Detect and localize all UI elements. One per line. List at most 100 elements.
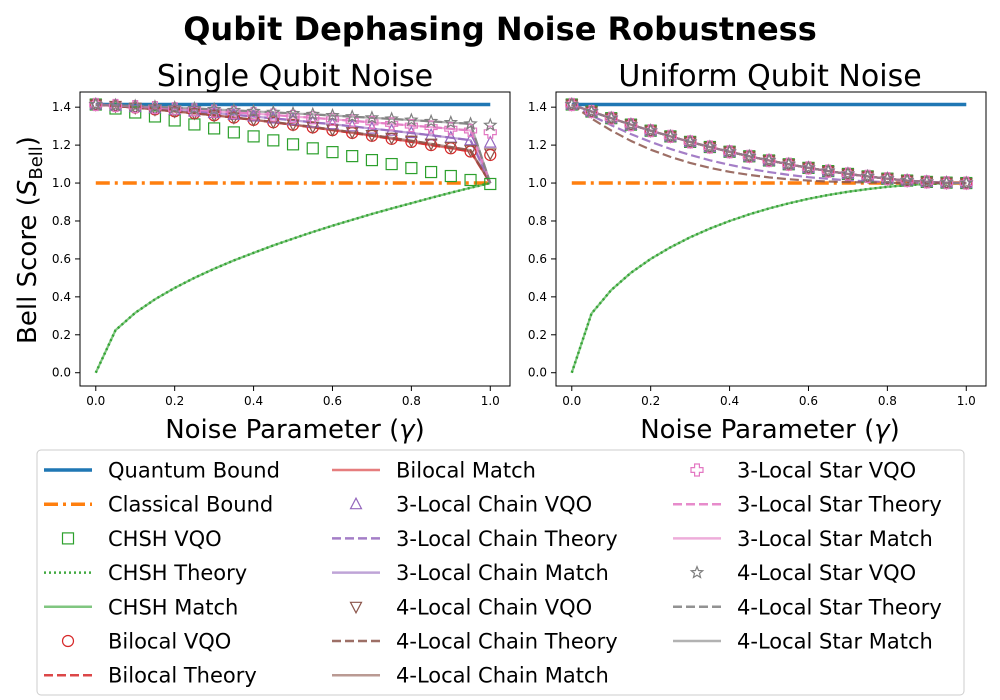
data-point (306, 121, 320, 135)
data-point (920, 174, 934, 188)
y-tick-label: 0.4 (528, 290, 547, 304)
x-tick-label: 0.0 (562, 394, 581, 408)
data-point (267, 134, 280, 147)
data-point (127, 98, 143, 113)
legend-label: 3-Local Chain Theory (396, 527, 618, 551)
data-point (423, 113, 439, 128)
legend-item: Classical Bound (44, 493, 273, 517)
data-point (227, 105, 241, 119)
y-axis-label-text: Bell Score ( (13, 196, 43, 344)
data-point (364, 110, 380, 124)
data-point (585, 104, 598, 117)
data-point (247, 130, 260, 143)
data-point (782, 156, 796, 170)
x-tick-label: 0.6 (799, 394, 818, 408)
data-point (404, 125, 418, 139)
legend-item: Bilocal Match (332, 459, 536, 483)
data-point (644, 123, 658, 136)
legend-item: Bilocal Theory (44, 664, 257, 688)
series-markers-4-local-chain-vqo (565, 99, 973, 191)
y-tick-label: 0.4 (52, 290, 71, 304)
data-point (565, 97, 579, 110)
legend-label: Bilocal Match (396, 459, 536, 483)
series-line-chsh-match (94, 181, 491, 374)
data-point (464, 132, 478, 146)
data-point (285, 105, 301, 120)
data-point (148, 110, 162, 123)
legend-item: 3-Local Chain Match (332, 561, 609, 585)
figure-title: Qubit Dephasing Noise Robustness (183, 10, 817, 48)
y-tick-label: 1.2 (52, 138, 71, 152)
data-point (404, 112, 419, 127)
data-point (623, 116, 639, 131)
data-point (483, 135, 497, 148)
y-axis-label-subscript: Bell (26, 146, 47, 179)
data-point (443, 114, 459, 129)
data-point (208, 122, 221, 135)
data-point (129, 106, 142, 119)
data-point (247, 114, 261, 127)
x-axis-label-symbol: γ (874, 415, 891, 445)
x-tick-label: 0.4 (720, 394, 739, 408)
data-point (109, 98, 122, 111)
data-point (821, 163, 835, 177)
legend-item: 3-Local Star Match (673, 527, 933, 551)
data-point (326, 146, 339, 159)
y-tick-label: 1.0 (52, 176, 71, 190)
data-point (404, 135, 418, 149)
legend-label: 3-Local Star VQO (737, 459, 916, 483)
data-point (464, 145, 478, 158)
legend-swatch (349, 496, 363, 510)
legend-item: 4-Local Chain VQO (349, 595, 592, 619)
panel-uniform-qubit-noise: Uniform Qubit Noise Noise Parameter (γ) … (528, 59, 987, 445)
series-line-chsh-theory (570, 181, 967, 374)
x-tick-label: 1.0 (957, 394, 976, 408)
series-markers-4-local-star-vqo (564, 96, 974, 190)
data-point (306, 142, 319, 155)
plot-area (88, 96, 498, 374)
x-axis-label-paren-close: ) (890, 415, 900, 445)
data-point (147, 99, 163, 113)
data-point (207, 104, 221, 118)
legend-item: 4-Local Chain Match (332, 664, 609, 688)
data-point (604, 110, 618, 124)
legend-item: CHSH Match (44, 595, 238, 619)
data-point (305, 106, 321, 121)
legend-label: 3-Local Star Theory (737, 493, 942, 517)
data-point (385, 132, 399, 146)
x-axis-label-paren-open: ( (856, 415, 874, 445)
data-point (345, 127, 359, 140)
data-point (405, 161, 418, 175)
data-point (444, 169, 457, 183)
legend-label: CHSH VQO (108, 527, 222, 551)
data-point (425, 165, 438, 179)
data-point (761, 152, 777, 167)
legend-swatch (61, 532, 75, 545)
data-point (861, 169, 875, 182)
x-tick-label: 0.4 (244, 394, 263, 408)
legend-item: 4-Local Star VQO (689, 561, 916, 585)
y-axis-label: Bell Score (SBell) (13, 136, 47, 344)
panel-title: Uniform Qubit Noise (618, 59, 921, 94)
y-tick-label: 0.2 (52, 328, 71, 342)
legend-label: CHSH Match (108, 595, 238, 619)
data-point (584, 103, 599, 118)
x-tick-label: 0.2 (165, 394, 184, 408)
legend-item: 3-Local Chain VQO (349, 493, 592, 517)
y-tick-label: 1.4 (528, 100, 547, 114)
legend-label: Quantum Bound (108, 459, 280, 483)
y-tick-label: 1.4 (52, 100, 71, 114)
data-point (781, 156, 797, 171)
data-point (226, 102, 242, 117)
x-axis-label: Noise Parameter (γ) (640, 415, 900, 445)
x-axis-label-paren-open: ( (381, 415, 399, 445)
data-point (899, 172, 915, 187)
legend-item: 4-Local Chain Theory (332, 630, 618, 654)
legend-item: 3-Local Star VQO (690, 459, 916, 483)
data-point (742, 149, 756, 162)
data-point (919, 174, 935, 189)
data-point (722, 144, 737, 158)
series-markers-chsh-vqo (565, 98, 973, 190)
data-point (663, 129, 677, 142)
data-point (187, 103, 202, 117)
